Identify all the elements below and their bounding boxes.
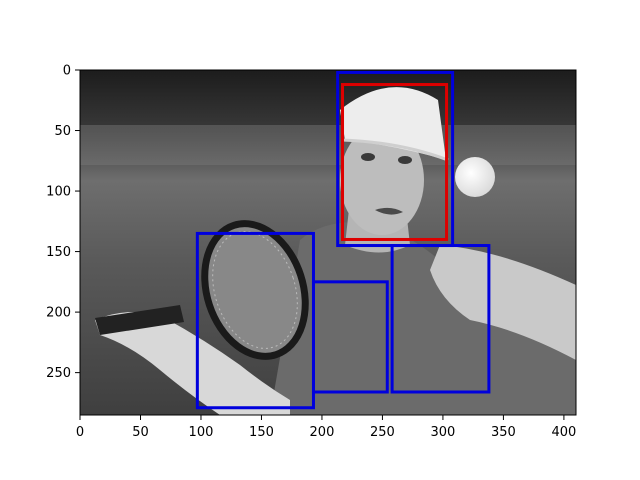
y-tick-label: 250 <box>46 366 71 381</box>
x-axis-ticks: 0 50 100 150 200 250 300 350 400 <box>76 415 576 440</box>
y-tick-label: 100 <box>46 185 71 200</box>
x-tick-label: 50 <box>132 425 149 440</box>
x-tick-label: 100 <box>189 425 214 440</box>
x-tick-label: 300 <box>431 425 456 440</box>
y-tick-label: 50 <box>54 124 71 139</box>
y-tick-label: 200 <box>46 306 71 321</box>
torso-right-box <box>390 244 491 394</box>
bounding-boxes <box>195 70 491 410</box>
x-tick-label: 400 <box>551 425 576 440</box>
y-axis-ticks: 0 50 100 150 200 250 <box>46 64 80 381</box>
torso-center-box <box>311 280 389 394</box>
y-tick-label: 150 <box>46 245 71 260</box>
y-tick-label: 0 <box>63 64 71 79</box>
x-tick-label: 350 <box>491 425 516 440</box>
x-tick-label: 0 <box>76 425 84 440</box>
x-tick-label: 200 <box>310 425 335 440</box>
x-tick-label: 250 <box>370 425 395 440</box>
tennis-player-photo <box>80 70 576 415</box>
x-tick-label: 150 <box>249 425 274 440</box>
face-box <box>341 83 449 241</box>
axes-frame <box>79 69 577 416</box>
